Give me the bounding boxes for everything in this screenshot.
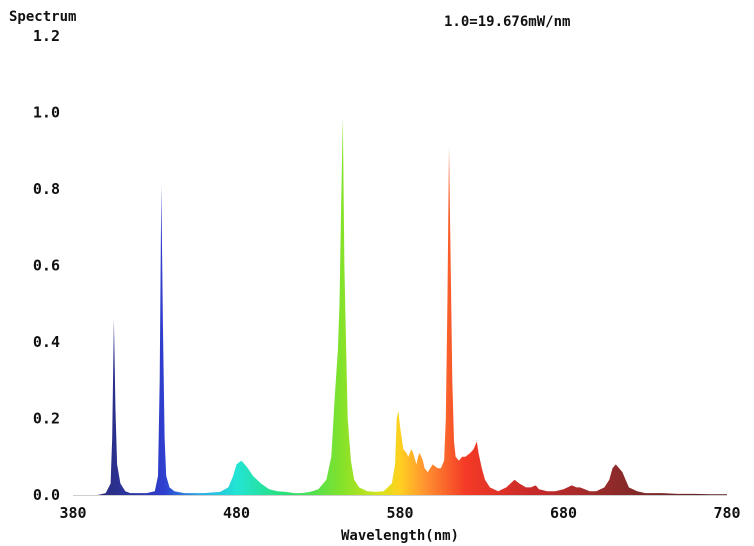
x-tick-label: 480 xyxy=(223,504,250,522)
y-tick-label: 0.0 xyxy=(33,486,60,504)
x-tick-label: 680 xyxy=(550,504,577,522)
y-tick-label: 0.6 xyxy=(33,257,60,275)
chart-title: Spectrum xyxy=(9,9,76,25)
scale-annotation: 1.0=19.676mW/nm xyxy=(444,14,570,30)
spectrum-area xyxy=(73,116,727,496)
y-axis-ticks: 0.0 0.2 0.4 0.6 0.8 1.0 1.2 xyxy=(33,27,60,504)
x-tick-label: 780 xyxy=(713,504,740,522)
y-tick-label: 0.8 xyxy=(33,180,60,198)
x-axis-ticks: 380 480 580 680 780 xyxy=(59,504,740,522)
y-tick-label: 1.2 xyxy=(33,27,60,45)
y-tick-label: 1.0 xyxy=(33,104,60,122)
x-tick-label: 380 xyxy=(59,504,86,522)
y-tick-label: 0.4 xyxy=(33,333,60,351)
y-tick-label: 0.2 xyxy=(33,410,60,428)
x-tick-label: 580 xyxy=(386,504,413,522)
x-axis-label: Wavelength(nm) xyxy=(341,528,459,544)
